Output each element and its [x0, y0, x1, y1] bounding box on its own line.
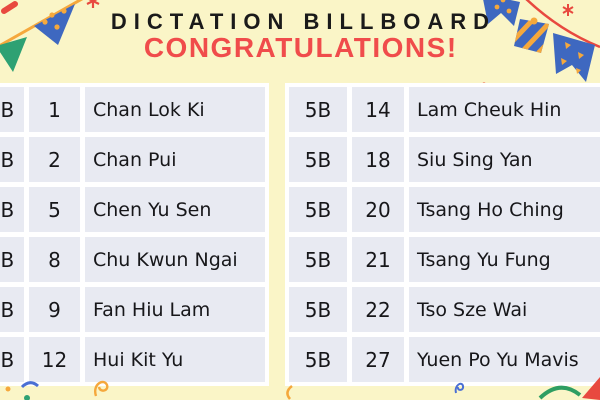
name-cell: Tsang Yu Fung — [409, 237, 600, 282]
red-asterisk-icon — [86, 0, 100, 8]
name-cell: Chan Lok Ki — [85, 87, 265, 132]
number-cell: 2 — [29, 137, 80, 182]
name-cell: Chu Kwun Ngai — [85, 237, 265, 282]
class-cell: 5B — [289, 337, 347, 382]
class-cell: 5B — [0, 237, 24, 282]
number-cell: 27 — [352, 337, 404, 382]
class-cell: 5B — [0, 187, 24, 232]
name-cell: Chan Pui — [85, 137, 265, 182]
name-cell: Lam Cheuk Hin — [409, 87, 600, 132]
class-cell: 5B — [289, 287, 347, 332]
class-cell: 5B — [0, 337, 24, 382]
number-cell: 5 — [29, 187, 80, 232]
number-cell: 1 — [29, 87, 80, 132]
name-cell: Tso Sze Wai — [409, 287, 600, 332]
name-cell: Fan Hiu Lam — [85, 287, 265, 332]
number-cell: 12 — [29, 337, 80, 382]
class-cell: 5B — [289, 137, 347, 182]
orange-dot-icon — [5, 386, 11, 392]
class-cell: 5B — [289, 187, 347, 232]
orange-arc-icon — [286, 384, 293, 400]
number-cell: 20 — [352, 187, 404, 232]
class-cell: 5B — [0, 287, 24, 332]
number-cell: 9 — [29, 287, 80, 332]
class-cell: 5B — [289, 87, 347, 132]
name-cell: Siu Sing Yan — [409, 137, 600, 182]
green-arc-icon — [538, 385, 582, 400]
name-cell: Yuen Po Yu Mavis — [409, 337, 600, 382]
number-cell: 21 — [352, 237, 404, 282]
page-subtitle: CONGRATULATIONS! — [143, 32, 458, 63]
class-cell: 5B — [289, 237, 347, 282]
class-cell: 5B — [0, 87, 24, 132]
number-cell: 14 — [352, 87, 404, 132]
results-table-right: 5B 14 Lam Cheuk Hin 5B 18 Siu Sing Yan 5… — [285, 83, 600, 386]
results-table-left: 5B 1 Chan Lok Ki 5B 2 Chan Pui 5B 5 Chen… — [0, 83, 269, 386]
number-cell: 22 — [352, 287, 404, 332]
number-cell: 8 — [29, 237, 80, 282]
green-dot-icon — [24, 395, 30, 400]
number-cell: 18 — [352, 137, 404, 182]
name-cell: Tsang Ho Ching — [409, 187, 600, 232]
name-cell: Chen Yu Sen — [85, 187, 265, 232]
page-title: DICTATION BILLBOARD — [110, 9, 497, 34]
class-cell: 5B — [0, 137, 24, 182]
name-cell: Hui Kit Yu — [85, 337, 265, 382]
